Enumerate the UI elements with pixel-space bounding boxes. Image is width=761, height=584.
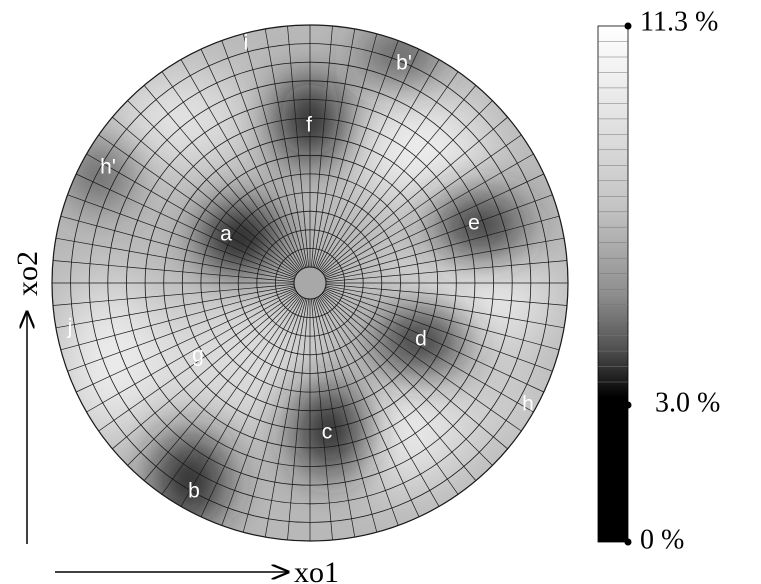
grid-spoke — [52, 260, 295, 282]
grid-spoke — [315, 297, 399, 526]
grid-spoke — [67, 194, 296, 278]
grid-spoke — [161, 71, 302, 271]
label-e: e — [468, 212, 480, 235]
grid-spoke — [311, 25, 333, 268]
label-h: h — [522, 393, 534, 416]
grid-spoke — [112, 293, 298, 450]
grid-spoke — [325, 285, 565, 329]
grid-spoke — [76, 173, 296, 277]
grid-spoke — [98, 134, 298, 275]
grid-spoke — [324, 194, 553, 278]
label-d: d — [415, 328, 427, 351]
legend-max-label: 11.3 % — [640, 6, 718, 37]
grid-spoke — [324, 173, 544, 277]
grid-spoke — [60, 286, 295, 351]
x-axis-label: xo1 — [294, 556, 339, 584]
grid-spoke — [264, 28, 308, 268]
grid-spoke — [323, 153, 534, 276]
grid-spoke — [316, 297, 420, 517]
grid-spoke — [320, 295, 477, 481]
grid-spoke — [325, 286, 560, 351]
label-b: b — [188, 480, 200, 503]
grid-spoke — [180, 296, 303, 507]
grid-spoke — [200, 49, 304, 269]
grid-spoke — [325, 260, 568, 282]
grid-spoke — [325, 215, 560, 280]
grid-spoke — [221, 297, 305, 526]
grid-spoke — [127, 100, 299, 272]
grid-spoke — [318, 295, 459, 495]
label-f: f — [306, 114, 312, 137]
legend-max-marker — [624, 22, 632, 30]
grid-spoke — [325, 284, 568, 306]
grid-spoke — [221, 40, 305, 269]
grid-spoke — [60, 215, 295, 280]
grid-spoke — [264, 298, 308, 538]
grid-spoke — [287, 298, 309, 541]
grid-spoke — [322, 291, 522, 432]
grid-spoke — [313, 33, 378, 268]
grid-spoke — [317, 59, 440, 270]
grid-spoke — [322, 293, 508, 450]
color-scale-steps — [598, 41, 628, 383]
grid-spoke — [311, 298, 333, 541]
legend-mid-marker — [624, 401, 632, 409]
grid-spoke — [98, 291, 298, 432]
grid-spoke — [324, 289, 544, 393]
grid-spoke — [52, 284, 295, 306]
grid-spoke — [55, 285, 295, 329]
axes: xo1 xo2 — [11, 251, 339, 584]
center-pole — [293, 266, 327, 300]
grid-spoke — [287, 25, 309, 268]
label-c: c — [322, 421, 333, 444]
grid-spoke — [112, 116, 298, 273]
grid-spoke — [86, 153, 297, 276]
grid-spoke — [317, 296, 440, 507]
grid-spoke — [324, 288, 553, 372]
label-a: a — [220, 223, 232, 246]
label-h-prime: h' — [100, 156, 116, 179]
color-scale-bar — [597, 25, 629, 543]
grid-spoke — [67, 288, 296, 372]
label-j: j — [67, 316, 73, 339]
polar-grid — [52, 25, 568, 541]
grid-spoke — [143, 295, 300, 481]
grid-spoke — [322, 134, 522, 275]
color-scale-legend: 11.3 % 3.0 % 0 % — [597, 6, 720, 555]
grid-spoke — [323, 290, 534, 413]
grid-spoke — [320, 85, 477, 271]
point-labels: a b c d e f g h h' b' i j — [67, 32, 534, 503]
grid-spoke — [312, 298, 356, 538]
grid-spoke — [312, 28, 356, 268]
grid-spoke — [321, 294, 493, 466]
grid-spoke — [161, 295, 302, 495]
grid-spoke — [55, 237, 295, 281]
legend-min-label: 0 % — [640, 524, 684, 555]
label-b-prime: b' — [396, 52, 412, 75]
legend-min-marker — [624, 538, 632, 546]
grid-spoke — [180, 59, 303, 270]
grid-spoke — [76, 289, 296, 393]
y-axis-label: xo2 — [11, 251, 44, 296]
grid-spoke — [127, 294, 299, 466]
grid-spoke — [143, 85, 300, 271]
grid-spoke — [316, 49, 420, 269]
grid-spoke — [313, 298, 378, 533]
grid-spoke — [322, 116, 508, 273]
label-i: i — [244, 32, 249, 55]
grid-spoke — [242, 298, 307, 533]
disc-outline — [51, 24, 569, 542]
grid-spoke — [318, 71, 459, 271]
label-g: g — [192, 344, 204, 367]
grid-spoke — [242, 33, 307, 268]
grid-spoke — [315, 40, 399, 269]
grid-spoke — [325, 237, 565, 281]
grid-spoke — [86, 290, 297, 413]
grid-spoke — [200, 297, 304, 517]
legend-mid-label: 3.0 % — [655, 387, 720, 418]
grid-spoke — [321, 100, 493, 272]
